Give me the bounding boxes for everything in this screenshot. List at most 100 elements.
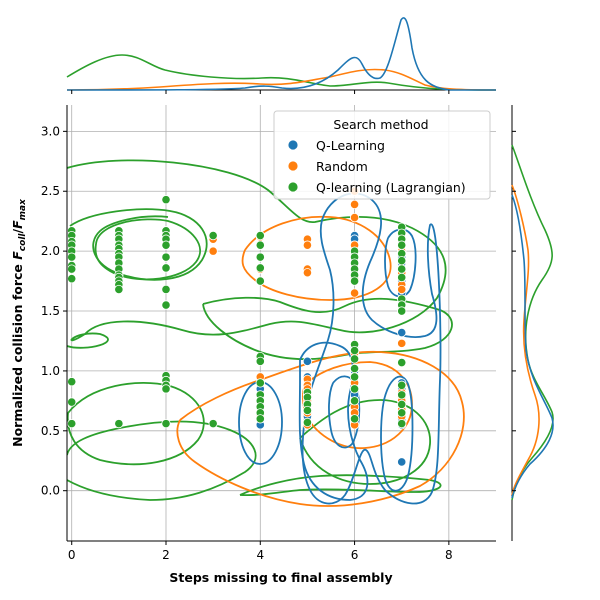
point-lagrangian (302, 405, 313, 416)
y-axis-title: Normalized collision force Fcoll/Fmax (10, 198, 28, 447)
point-lagrangian (349, 276, 360, 286)
point-lagrangian (349, 363, 360, 374)
point-lagrangian (161, 384, 171, 394)
contour-random-upper (241, 215, 392, 301)
point-lagrangian (161, 252, 171, 262)
point-random (349, 199, 360, 210)
point-random (397, 338, 407, 348)
legend: Search method Q-Learning Random Q-learni… (273, 110, 491, 200)
point-lagrangian (397, 264, 407, 274)
main-plot-area: 0 2 4 6 8 0.0 0.5 1.0 1.5 2.0 2.5 3.0 (41, 105, 496, 562)
y-tick-label: 2.0 (41, 244, 60, 258)
y-tick-label: 1.0 (41, 364, 60, 378)
legend-entry-qlearning: Q-Learning (287, 138, 385, 153)
scatter-points (67, 186, 407, 467)
point-random (349, 288, 360, 298)
point-lagrangian (255, 263, 265, 273)
legend-label-lagrangian: Q-learning (Lagrangian) (316, 180, 466, 195)
point-lagrangian (349, 372, 360, 382)
point-lagrangian (397, 390, 407, 400)
top-marginal-kde (66, 17, 497, 91)
right-marginal-kde (511, 105, 554, 541)
y-ticks: 0.0 0.5 1.0 1.5 2.0 2.5 3.0 (41, 124, 67, 498)
y-tick-label: 0.0 (41, 484, 60, 498)
legend-box (273, 110, 491, 200)
point-random (397, 284, 407, 295)
legend-entry-lagrangian: Q-learning (Lagrangian) (287, 180, 466, 195)
point-lagrangian (255, 414, 265, 424)
top-kde-lagrangian (66, 54, 497, 91)
contour-qlearning-left (238, 381, 283, 465)
y-tick-label: 2.5 (41, 184, 60, 198)
point-random (349, 212, 360, 223)
point-random (208, 246, 218, 256)
point-lagrangian (349, 414, 360, 424)
grid-lines (67, 105, 496, 541)
top-kde-random (66, 68, 497, 91)
point-lagrangian (255, 378, 265, 388)
point-qlearning (397, 327, 407, 338)
y-tick-label: 0.5 (41, 424, 60, 438)
point-lagrangian (67, 274, 77, 284)
point-lagrangian (255, 356, 265, 366)
point-lagrangian (397, 256, 407, 266)
point-lagrangian (397, 306, 407, 316)
x-ticks: 0 2 4 6 8 (68, 541, 453, 562)
point-lagrangian (349, 354, 360, 364)
legend-label-qlearning: Q-Learning (316, 138, 385, 153)
point-random (302, 240, 313, 250)
right-kde-random (511, 184, 540, 496)
x-tick-label: 2 (162, 548, 170, 562)
y-tick-label: 1.5 (41, 304, 60, 318)
x-tick-label: 0 (68, 548, 76, 562)
point-qlearning (397, 457, 407, 467)
legend-marker-lagrangian (287, 181, 299, 193)
x-tick-label: 8 (445, 548, 453, 562)
legend-entry-random: Random (287, 159, 368, 174)
point-lagrangian (161, 284, 171, 295)
point-lagrangian (397, 357, 407, 368)
point-lagrangian (161, 240, 171, 250)
x-tick-label: 4 (256, 548, 264, 562)
contour-lagrangian-inner-lower (67, 382, 205, 466)
point-lagrangian (114, 284, 124, 295)
contour-lagrangian-outer (67, 159, 447, 349)
contour-qlearning-mid (298, 341, 369, 501)
point-lagrangian (255, 240, 265, 250)
point-lagrangian (161, 300, 171, 310)
point-lagrangian (208, 419, 218, 429)
contour-lagrangian-upper-left (69, 208, 208, 281)
right-kde-qlearning (511, 194, 554, 499)
point-lagrangian (67, 397, 77, 407)
contour-qlearning-center-lower (328, 375, 361, 449)
x-tick-label: 6 (351, 548, 359, 562)
point-lagrangian (255, 230, 265, 241)
point-lagrangian (67, 264, 77, 274)
legend-marker-qlearning (287, 139, 299, 151)
point-lagrangian (397, 272, 407, 283)
contour-qlearning-top (384, 228, 417, 298)
x-axis-title: Steps missing to final assembly (169, 570, 392, 585)
legend-title: Search method (333, 117, 428, 132)
point-lagrangian (349, 384, 360, 394)
legend-marker-random (287, 160, 299, 172)
point-lagrangian (255, 276, 265, 286)
point-lagrangian (67, 419, 77, 429)
point-lagrangian (255, 252, 265, 262)
point-lagrangian (208, 230, 218, 241)
contour-lagrangian-center (202, 296, 453, 361)
contour-qlearning-bottom-right (380, 375, 414, 492)
point-lagrangian (397, 380, 407, 390)
contour-random-lower-outer (176, 350, 465, 507)
point-lagrangian (397, 240, 407, 250)
point-lagrangian (67, 377, 77, 387)
point-lagrangian (114, 419, 124, 429)
point-lagrangian (302, 417, 313, 428)
point-qlearning (302, 356, 313, 366)
y-tick-label: 3.0 (41, 124, 60, 138)
point-lagrangian (67, 252, 77, 262)
point-lagrangian (349, 345, 360, 356)
point-lagrangian (161, 263, 171, 273)
point-random (302, 268, 313, 278)
